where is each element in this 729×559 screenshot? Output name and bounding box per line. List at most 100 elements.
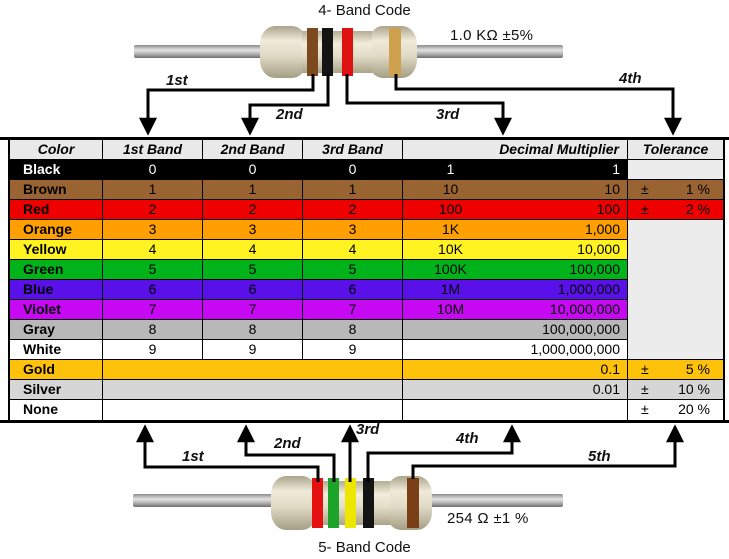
color-name-yellow: Yellow — [10, 240, 103, 260]
row-none: None ±20 % — [10, 400, 723, 420]
bands-merged-cell — [103, 400, 403, 420]
color-name-white: White — [10, 340, 103, 360]
five-band-green-band — [328, 478, 339, 528]
band3-digit: 8 — [303, 320, 403, 340]
multiplier-cell: 1M 1,000,000 — [403, 280, 628, 300]
multiplier-cell: 10 10 — [403, 180, 628, 200]
arrow-label-4th-bottom: 4th — [456, 430, 479, 447]
row-red: Red 2 2 2 100 100 ±2 % — [10, 200, 723, 220]
multiplier-full: 0.1 — [600, 361, 620, 377]
band2-digit: 2 — [203, 200, 303, 220]
four-band-title: 4- Band Code — [318, 2, 411, 19]
color-name-gold: Gold — [10, 360, 103, 380]
multiplier-full: 10 — [604, 181, 620, 197]
arrow-2nd-top — [241, 74, 330, 136]
arrow-label-1st-top: 1st — [166, 72, 188, 89]
color-name-violet: Violet — [10, 300, 103, 320]
multiplier-full: 10,000,000 — [549, 301, 620, 317]
plus-minus-sign: ± — [641, 401, 649, 417]
multiplier-short: 100K — [434, 261, 467, 277]
multiplier-full: 100,000 — [569, 261, 620, 277]
band2-digit: 6 — [203, 280, 303, 300]
multiplier-full: 1 — [612, 161, 620, 177]
table-header-row: Color 1st Band 2nd Band 3rd Band Decimal… — [10, 140, 723, 160]
multiplier-full: 100 — [596, 201, 620, 217]
color-name-red: Red — [10, 200, 103, 220]
multiplier-full: 1,000 — [584, 221, 620, 237]
arrow-label-5th-bottom: 5th — [588, 448, 611, 465]
band2-digit: 0 — [203, 160, 303, 180]
five-band-red-band — [312, 478, 323, 528]
multiplier-short: 10 — [442, 181, 459, 197]
plus-minus-sign: ± — [641, 381, 649, 397]
tolerance-value: 20 % — [678, 401, 710, 417]
arrow-label-2nd-bottom: 2nd — [274, 435, 301, 452]
color-name-black: Black — [10, 160, 103, 180]
arrow-5th-bottom — [411, 424, 684, 479]
band1-digit: 3 — [103, 220, 203, 240]
five-band-title: 5- Band Code — [318, 539, 411, 556]
multiplier-cell: 100,000,000 — [403, 320, 628, 340]
color-name-gray: Gray — [10, 320, 103, 340]
tolerance-value: 1 % — [685, 181, 710, 197]
color-name-silver: Silver — [10, 380, 103, 400]
multiplier-cell: 1,000,000,000 — [403, 340, 628, 360]
multiplier-cell: 100 100 — [403, 200, 628, 220]
color-name-brown: Brown — [10, 180, 103, 200]
plus-minus-sign: ± — [641, 201, 649, 217]
band2-digit: 3 — [203, 220, 303, 240]
multiplier-cell: 0.01 — [403, 380, 628, 400]
color-name-orange: Orange — [10, 220, 103, 240]
tolerance-value: 5 % — [685, 361, 710, 377]
four-band-resistor-left-cap — [260, 26, 307, 78]
band1-digit: 9 — [103, 340, 203, 360]
tolerance-cell — [628, 220, 723, 240]
band3-digit: 9 — [303, 340, 403, 360]
multiplier-full: 1,000,000,000 — [530, 341, 620, 357]
row-yellow: Yellow 4 4 4 10K 10,000 — [10, 240, 723, 260]
arrow-label-1st-bottom: 1st — [182, 448, 204, 465]
multiplier-full: 10,000 — [577, 241, 620, 257]
tolerance-cell: ±10 % — [628, 380, 723, 400]
multiplier-cell: 10K 10,000 — [403, 240, 628, 260]
band3-digit: 5 — [303, 260, 403, 280]
multiplier-short: 1K — [441, 221, 460, 237]
row-black: Black 0 0 0 1 1 — [10, 160, 723, 180]
band2-digit: 7 — [203, 300, 303, 320]
tolerance-cell — [628, 300, 723, 320]
band3-digit: 0 — [303, 160, 403, 180]
band2-digit: 5 — [203, 260, 303, 280]
bands-merged-cell — [103, 360, 403, 380]
row-blue: Blue 6 6 6 1M 1,000,000 — [10, 280, 723, 300]
tolerance-cell — [628, 260, 723, 280]
row-violet: Violet 7 7 7 10M 10,000,000 — [10, 300, 723, 320]
arrow-label-2nd-top: 2nd — [276, 106, 303, 123]
band3-digit: 3 — [303, 220, 403, 240]
band1-digit: 7 — [103, 300, 203, 320]
four-band-value-label: 1.0 KΩ ±5% — [450, 27, 534, 44]
table-bottom-border — [0, 420, 729, 423]
row-silver: Silver 0.01 ±10 % — [10, 380, 723, 400]
multiplier-cell: 1K 1,000 — [403, 220, 628, 240]
four-band-gold-band — [389, 28, 401, 76]
color-name-none: None — [10, 400, 103, 420]
bands-merged-cell — [103, 380, 403, 400]
band1-digit: 1 — [103, 180, 203, 200]
plus-minus-sign: ± — [641, 361, 649, 377]
band3-digit: 2 — [303, 200, 403, 220]
arrow-label-3rd-top: 3rd — [436, 106, 460, 123]
row-brown: Brown 1 1 1 10 10 ±1 % — [10, 180, 723, 200]
band3-digit: 4 — [303, 240, 403, 260]
multiplier-cell — [403, 400, 628, 420]
arrow-label-3rd-bottom: 3rd — [356, 421, 380, 438]
band2-digit: 8 — [203, 320, 303, 340]
row-white: White 9 9 9 1,000,000,000 — [10, 340, 723, 360]
header-3rd-band: 3rd Band — [303, 140, 403, 160]
arrow-label-4th-top: 4th — [619, 70, 642, 87]
tolerance-cell: ±20 % — [628, 400, 723, 420]
tolerance-cell — [628, 280, 723, 300]
band1-digit: 6 — [103, 280, 203, 300]
multiplier-short: 10K — [438, 241, 463, 257]
arrow-3rd-top — [345, 74, 512, 136]
